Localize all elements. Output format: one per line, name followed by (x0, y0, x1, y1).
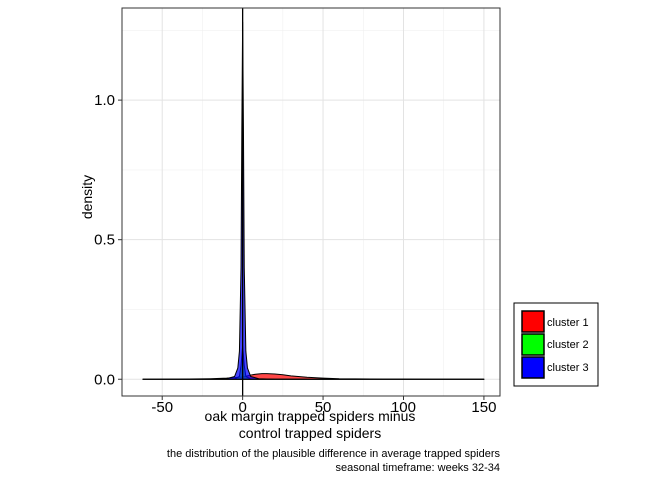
x-axis-title-line-2: control trapped spiders (239, 425, 381, 441)
density-areas (142, 21, 485, 380)
legend-label-cluster-3: cluster 3 (547, 362, 589, 374)
caption-line-2: seasonal timeframe: weeks 32-34 (336, 462, 500, 474)
plot-panel-border (121, 7, 501, 397)
density-area-cluster-1 (142, 373, 485, 380)
legend-key-cluster-3 (521, 356, 545, 379)
x-axis-ticks: -50 0 50 100 150 (151, 396, 496, 416)
legend: cluster 1 cluster 2 cluster 3 (513, 302, 599, 387)
x-tick-label: 50 (315, 399, 332, 416)
y-axis-ticks: 0.0 0.5 1.0 (94, 92, 122, 388)
x-tick-label: 150 (471, 399, 496, 416)
density-area-cluster-2 (142, 345, 485, 380)
x-tick-label: 0 (238, 399, 246, 416)
x-tick-label: -50 (151, 399, 173, 416)
x-tick-label: 100 (391, 399, 416, 416)
legend-key-cluster-1 (521, 310, 545, 333)
density-area-cluster-3 (142, 21, 485, 380)
legend-label-cluster-1: cluster 1 (547, 317, 589, 329)
caption-line-1: the distribution of the plausible differ… (167, 448, 501, 460)
y-tick-label: 0.0 (94, 371, 115, 388)
y-tick-label: 1.0 (94, 92, 115, 109)
y-axis-title: density (79, 175, 95, 219)
legend-key-cluster-2 (521, 333, 545, 356)
grid-lines (122, 8, 500, 396)
y-tick-label: 0.5 (94, 232, 115, 249)
legend-label-cluster-2: cluster 2 (547, 339, 589, 351)
x-axis-title-line-1: oak margin trapped spiders minus (205, 408, 416, 424)
